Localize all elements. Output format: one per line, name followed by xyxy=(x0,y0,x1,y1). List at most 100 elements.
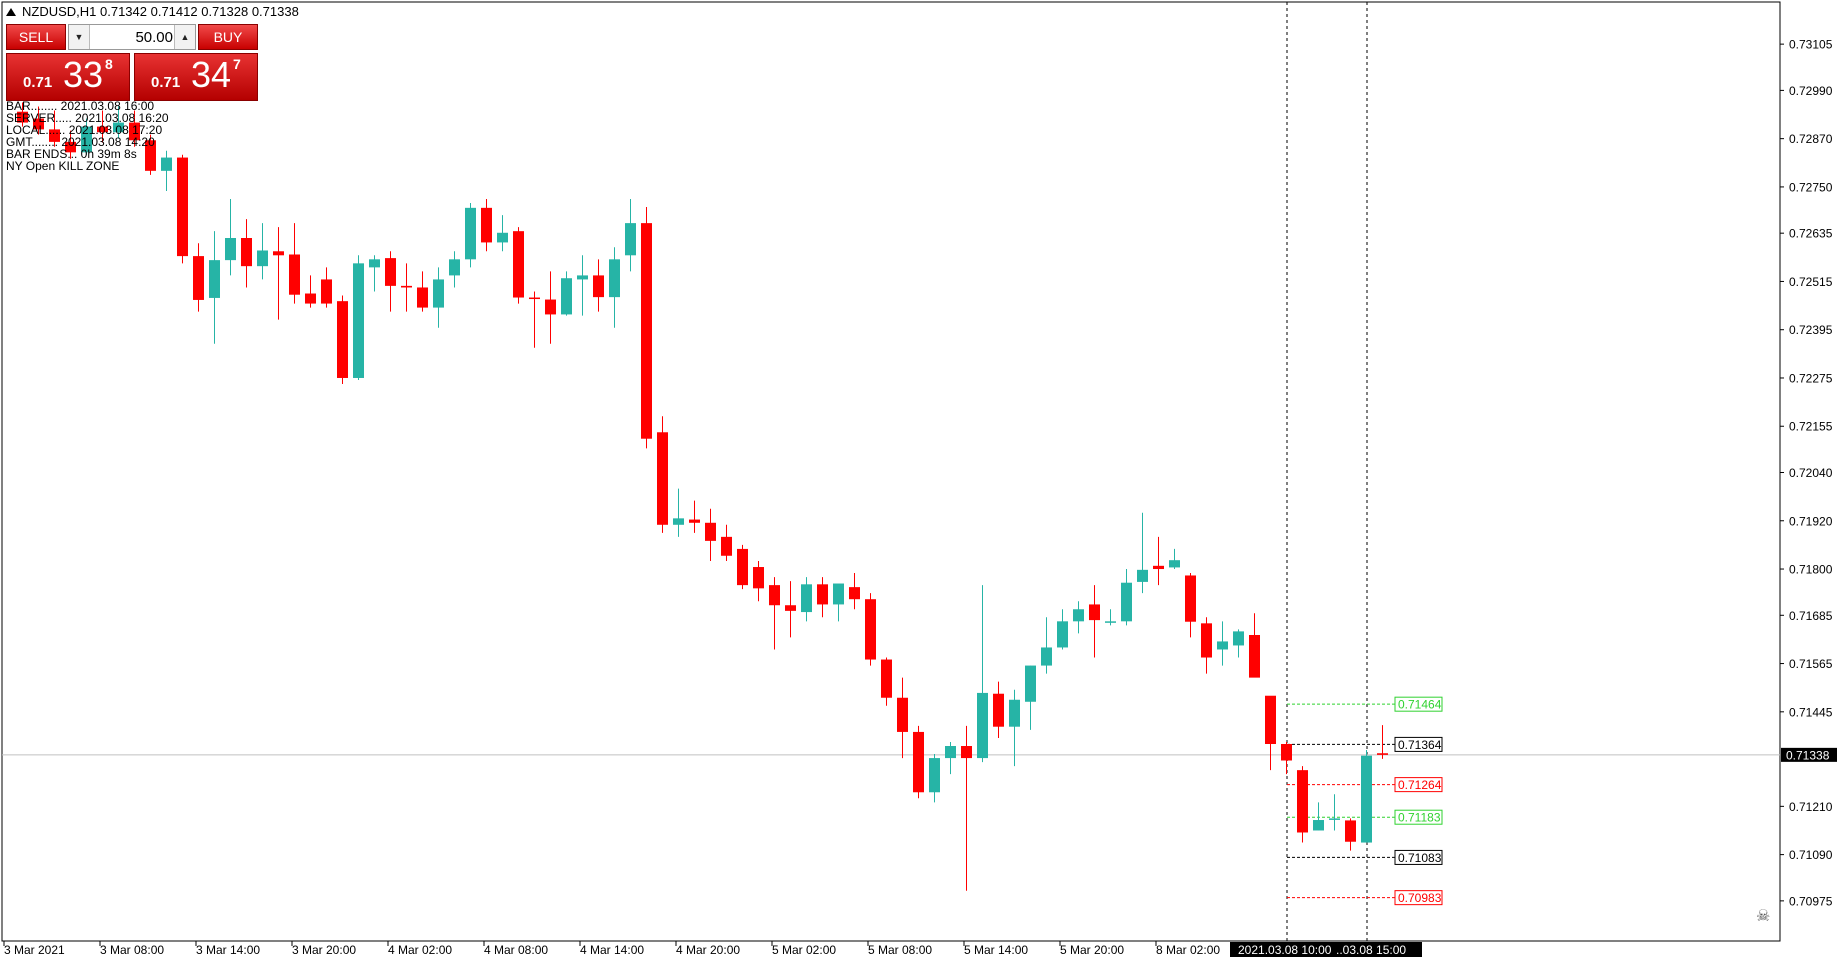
candle-body xyxy=(737,548,748,586)
candle-body xyxy=(993,693,1004,727)
candle xyxy=(337,295,348,385)
candle xyxy=(241,219,252,288)
candle xyxy=(81,118,92,155)
candle xyxy=(385,251,396,312)
candle xyxy=(1185,573,1196,638)
candle-body xyxy=(577,275,588,280)
candle xyxy=(33,106,44,135)
info-line-gmt: GMT........ 2021.03.08 14:20 xyxy=(6,135,155,149)
price-tick-label: 0.71090 xyxy=(1789,848,1833,862)
current-price-tag: 0.71338 xyxy=(1786,748,1830,762)
candle-body xyxy=(1041,647,1052,666)
time-tick-label: 5 Mar 02:00 xyxy=(772,943,836,957)
lot-size-input[interactable] xyxy=(91,26,173,48)
candle xyxy=(17,102,28,127)
candle-body xyxy=(1073,609,1084,622)
candle-body xyxy=(897,697,908,732)
buy-price-pips: 34 xyxy=(191,54,232,95)
sell-button[interactable]: SELL xyxy=(6,24,66,50)
candle xyxy=(561,271,572,316)
candle-body xyxy=(1185,575,1196,622)
candle xyxy=(257,223,268,280)
candle-body xyxy=(385,258,396,286)
info-line-bar: BAR........ 2021.03.08 16:00 xyxy=(6,99,155,113)
candle xyxy=(801,577,812,622)
candle xyxy=(609,247,620,328)
buy-price-button[interactable]: 0.71 34 7 xyxy=(134,53,258,101)
price-tick-label: 0.72750 xyxy=(1789,180,1833,194)
candle xyxy=(1169,548,1180,570)
candle xyxy=(641,207,652,449)
candle xyxy=(1361,750,1372,843)
candle-body xyxy=(881,659,892,698)
candle xyxy=(1153,536,1164,586)
level-label: 0.71264 xyxy=(1398,778,1442,792)
candle-body xyxy=(865,599,876,660)
candle-body xyxy=(481,207,492,243)
time-tick-label: 3 Mar 14:00 xyxy=(196,943,260,957)
candle xyxy=(305,275,316,308)
candle xyxy=(1313,802,1324,831)
triangle-up-icon[interactable] xyxy=(6,7,16,16)
candle xyxy=(913,725,924,799)
candle-body xyxy=(1057,621,1068,648)
triangle-up-icon: ▲ xyxy=(180,32,190,42)
candle xyxy=(929,754,940,803)
price-tick-label: 0.72635 xyxy=(1789,227,1833,241)
level-label: 0.71364 xyxy=(1398,738,1442,752)
candle xyxy=(1025,665,1036,730)
candle xyxy=(1137,512,1148,594)
candle-body xyxy=(1121,582,1132,622)
candle xyxy=(1041,617,1052,674)
candle-body xyxy=(1089,604,1100,621)
candle-body xyxy=(129,122,140,141)
candle-body xyxy=(81,126,92,153)
level-label-box xyxy=(1394,890,1443,906)
price-tick-label: 0.70975 xyxy=(1789,894,1833,908)
candle-body xyxy=(65,141,76,153)
candle-body xyxy=(1345,820,1356,842)
candle-body xyxy=(113,122,124,133)
time-axis[interactable]: 3 Mar 2021 3 Mar 08:00 3 Mar 14:00 3 Mar 20… xyxy=(3,941,1422,957)
time-tick-label: 5 Mar 08:00 xyxy=(868,943,932,957)
lot-decrease-button[interactable]: ▼ xyxy=(69,25,90,49)
candle-body xyxy=(1313,820,1324,831)
candle xyxy=(1329,794,1340,831)
one-click-trading-panel: SELL ▼ ▲ BUY 0.71 33 8 0.71 34 7 xyxy=(6,24,258,101)
buy-price-fraction: 7 xyxy=(233,56,241,72)
candle-body xyxy=(785,605,796,611)
price-tick-label: 0.72395 xyxy=(1789,323,1833,337)
candle-body xyxy=(161,157,172,171)
candle-body xyxy=(401,285,412,288)
sell-price-button[interactable]: 0.71 33 8 xyxy=(6,53,130,101)
price-axis[interactable]: 0.73105 0.72990 0.72870 0.72750 0.72635 0.725… xyxy=(1780,38,1837,909)
candle-body xyxy=(225,238,236,261)
triangle-down-icon: ▼ xyxy=(74,32,84,42)
candle-body xyxy=(417,287,428,308)
candle-body xyxy=(801,584,812,613)
lot-increase-button[interactable]: ▲ xyxy=(174,25,195,49)
indicator-info-block: BAR........ 2021.03.08 16:00 SERVER.....… xyxy=(6,100,169,172)
price-tick-label: 0.71800 xyxy=(1789,563,1833,577)
candle-body xyxy=(1281,744,1292,761)
candle-body xyxy=(97,126,108,133)
candle-body xyxy=(273,251,284,256)
level-label: 0.70983 xyxy=(1398,891,1442,905)
candle xyxy=(1057,609,1068,650)
candle xyxy=(577,255,588,316)
candle xyxy=(49,110,60,147)
candle xyxy=(961,725,972,891)
candle-body xyxy=(769,585,780,606)
candle xyxy=(545,271,556,344)
candle xyxy=(705,508,716,561)
candle xyxy=(1265,695,1276,771)
buy-button[interactable]: BUY xyxy=(198,24,258,50)
candle-body xyxy=(1377,753,1388,755)
info-line-kill-zone: NY Open KILL ZONE xyxy=(6,159,120,173)
time-tick-label: 8 Mar 02:00 xyxy=(1156,943,1220,957)
plot-area[interactable] xyxy=(1,1,1781,942)
sell-price-prefix: 0.71 xyxy=(23,74,53,91)
candle xyxy=(433,267,444,328)
